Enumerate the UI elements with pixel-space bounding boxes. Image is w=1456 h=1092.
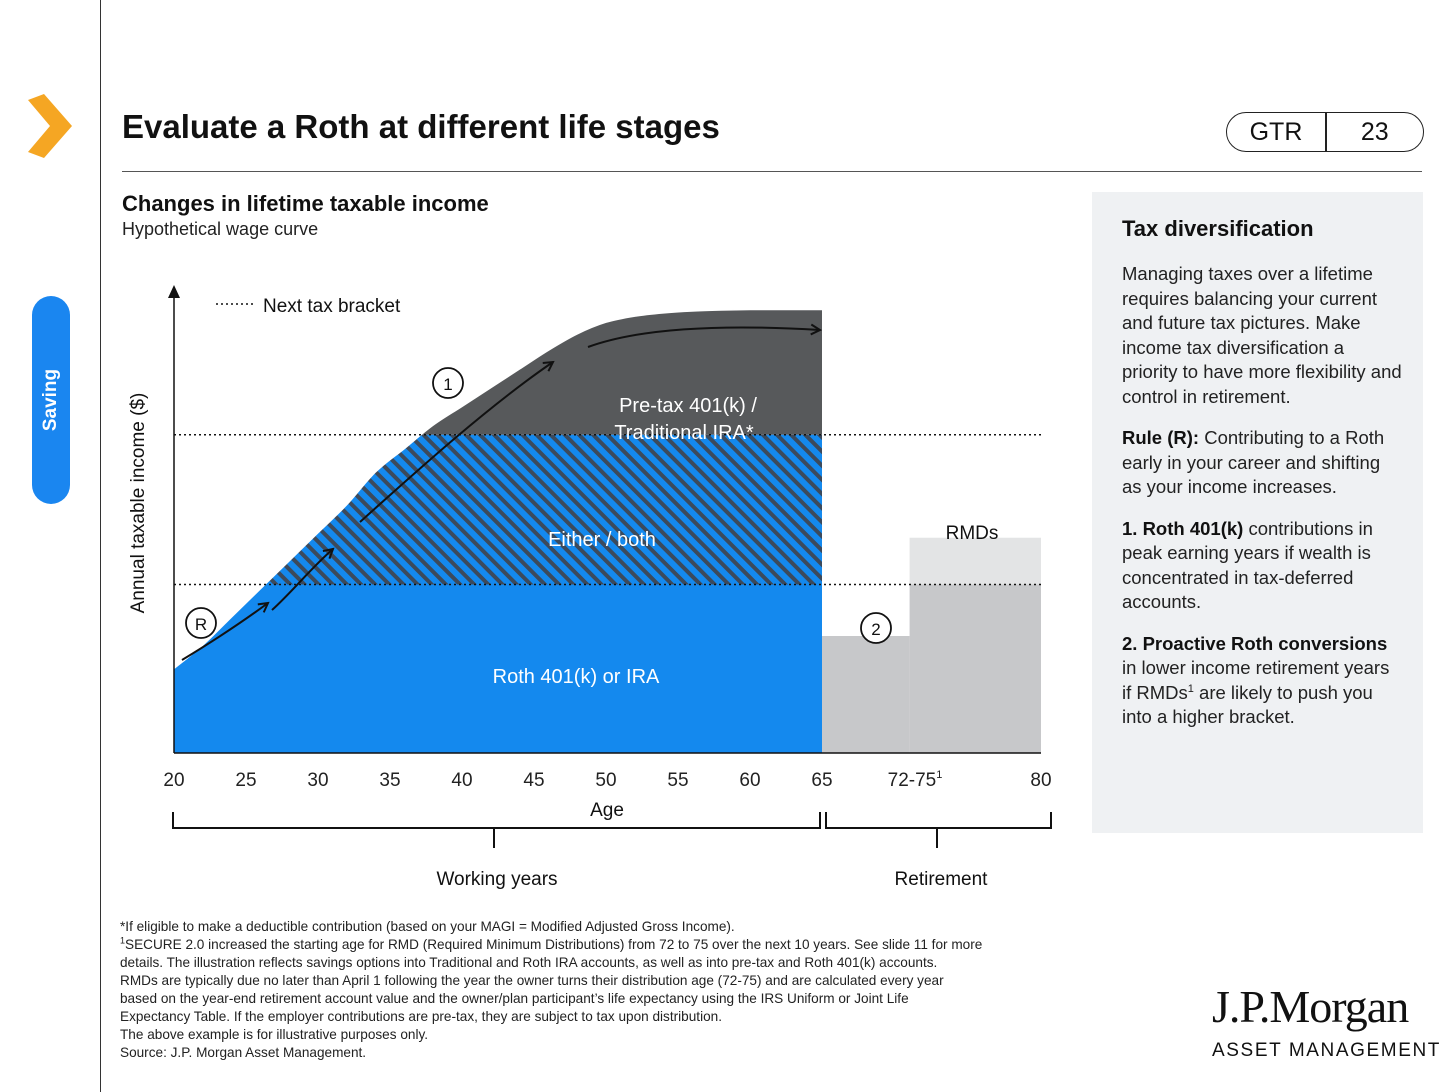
badge-guide-label: GTR	[1249, 117, 1303, 146]
legend-label: Next tax bracket	[263, 296, 401, 317]
slide-badge: GTR 23	[1226, 112, 1424, 152]
region-label-roth: Roth 401(k) or IRA	[493, 666, 660, 688]
panel-item-1: 1. Roth 401(k) contributions in peak ear…	[1122, 517, 1403, 615]
panel-item-2: 2. Proactive Roth conversions in lower i…	[1122, 632, 1403, 730]
panel-item-2-text-b: are likely to push you into a higher bra…	[1122, 681, 1373, 728]
footnotes: *If eligible to make a deductible contri…	[120, 918, 1160, 1062]
panel-item-2-head: 2. Proactive Roth conversions	[1122, 632, 1388, 654]
x-tick-label: 35	[379, 770, 400, 791]
income-curve	[173, 309, 822, 670]
either-both-region	[174, 434, 822, 585]
bracket-retirement	[825, 812, 1052, 848]
footnote-line: Expectancy Table. If the employer contri…	[120, 1009, 722, 1024]
arrow-shift	[271, 549, 333, 611]
arrow-rule-r	[181, 603, 268, 661]
rmds-label: RMDs	[946, 523, 999, 544]
x-tick-72-75-sup: 1	[936, 769, 942, 781]
x-tick-label: 60	[739, 770, 760, 791]
x-tick-label: 50	[595, 770, 616, 791]
panel-title: Tax diversification	[1122, 216, 1314, 241]
badge-page-number: 23	[1360, 117, 1389, 146]
region-label-pretax: Pre-tax 401(k) /	[619, 395, 757, 417]
x-tick-label: 20	[163, 770, 184, 791]
roth-region	[174, 584, 822, 753]
marker-1-label: 1	[443, 375, 452, 394]
footnote-line: *If eligible to make a deductible contri…	[120, 919, 735, 934]
footnote-line: The above example is for illustrative pu…	[120, 1027, 429, 1042]
panel-item-2-sup: 1	[1187, 682, 1194, 695]
region-label-either: Either / both	[548, 529, 656, 551]
footnote-line: details. The illustration reflects savin…	[120, 955, 938, 970]
y-axis-arrow-icon	[168, 285, 180, 298]
x-tick-labels: 20 25 30 35 40 45 50 55 60 65 80	[163, 770, 1051, 791]
marker-2-label: 2	[871, 620, 880, 639]
x-tick-label: 65	[811, 770, 832, 791]
marker-r-icon	[185, 607, 217, 639]
chart-subtitle: Hypothetical wage curve	[122, 219, 319, 239]
panel-rule-head: Rule (R):	[1122, 427, 1200, 448]
x-tick-72-75: 72-751	[888, 769, 943, 791]
rmd-bar	[909, 537, 1041, 585]
logo-subtitle: ASSET MANAGEMENT	[1212, 1040, 1442, 1061]
badge-divider	[1325, 113, 1327, 151]
tax-diversification-panel: Tax diversification Managing taxes over …	[1092, 192, 1423, 833]
y-axis-label: Annual taxable income ($)	[128, 393, 149, 614]
x-tick-label: 80	[1030, 770, 1051, 791]
bracket-working-years	[172, 812, 821, 848]
left-border-rule	[100, 0, 101, 1092]
retirement-income-bar-late	[909, 584, 1041, 753]
retirement-income-bar-early	[822, 636, 910, 753]
chevron-right-icon	[28, 94, 72, 158]
x-tick-label: 55	[667, 770, 688, 791]
footnote-line: 1SECURE 2.0 increased the starting age f…	[120, 936, 1160, 954]
marker-2-icon	[860, 612, 892, 644]
x-axis-label: Age	[590, 800, 624, 821]
x-tick-72-75-base: 72-75	[888, 770, 937, 791]
chart-title: Changes in lifetime taxable income	[122, 191, 489, 216]
marker-1-icon	[432, 367, 464, 399]
footnote-line: Source: J.P. Morgan Asset Management.	[120, 1045, 367, 1060]
phase-label-retirement: Retirement	[895, 869, 989, 890]
footnote-text: SECURE 2.0 increased the starting age fo…	[125, 937, 983, 952]
region-label-pretax-line2: Traditional IRA*	[614, 422, 754, 444]
arrow-rising-income	[359, 362, 553, 523]
section-tab-saving[interactable]: Saving	[32, 296, 70, 504]
panel-item-1-head: 1. Roth 401(k)	[1122, 517, 1244, 539]
x-tick-label: 45	[523, 770, 544, 791]
x-tick-label: 40	[451, 770, 472, 791]
x-tick-label: 30	[307, 770, 328, 791]
logo-wordmark: J.P.Morgan	[1212, 981, 1409, 1032]
title-divider	[122, 171, 1422, 172]
panel-rule-text: Contributing to a Roth early in your car…	[1122, 427, 1385, 497]
panel-item-2-text-a: in lower income retirement years if RMDs	[1122, 657, 1390, 703]
panel-item-1-text: contributions in peak earning years if w…	[1122, 517, 1373, 613]
footnote-sup: 1	[120, 935, 126, 946]
page-title: Evaluate a Roth at different life stages	[122, 108, 720, 145]
arrow-peak-earnings	[587, 327, 820, 348]
marker-r-label: R	[195, 615, 207, 634]
panel-intro: Managing taxes over a lifetime requires …	[1122, 263, 1402, 407]
footnote-line: based on the year-end retirement account…	[120, 991, 909, 1006]
phase-label-working: Working years	[436, 869, 557, 890]
panel-rule: Rule (R): Contributing to a Roth early i…	[1122, 426, 1403, 500]
footnote-line: RMDs are typically due no later than Apr…	[120, 973, 944, 988]
x-tick-label: 25	[235, 770, 256, 791]
jpmorgan-logo: J.P.Morgan ASSET MANAGEMENT	[1212, 981, 1442, 1062]
